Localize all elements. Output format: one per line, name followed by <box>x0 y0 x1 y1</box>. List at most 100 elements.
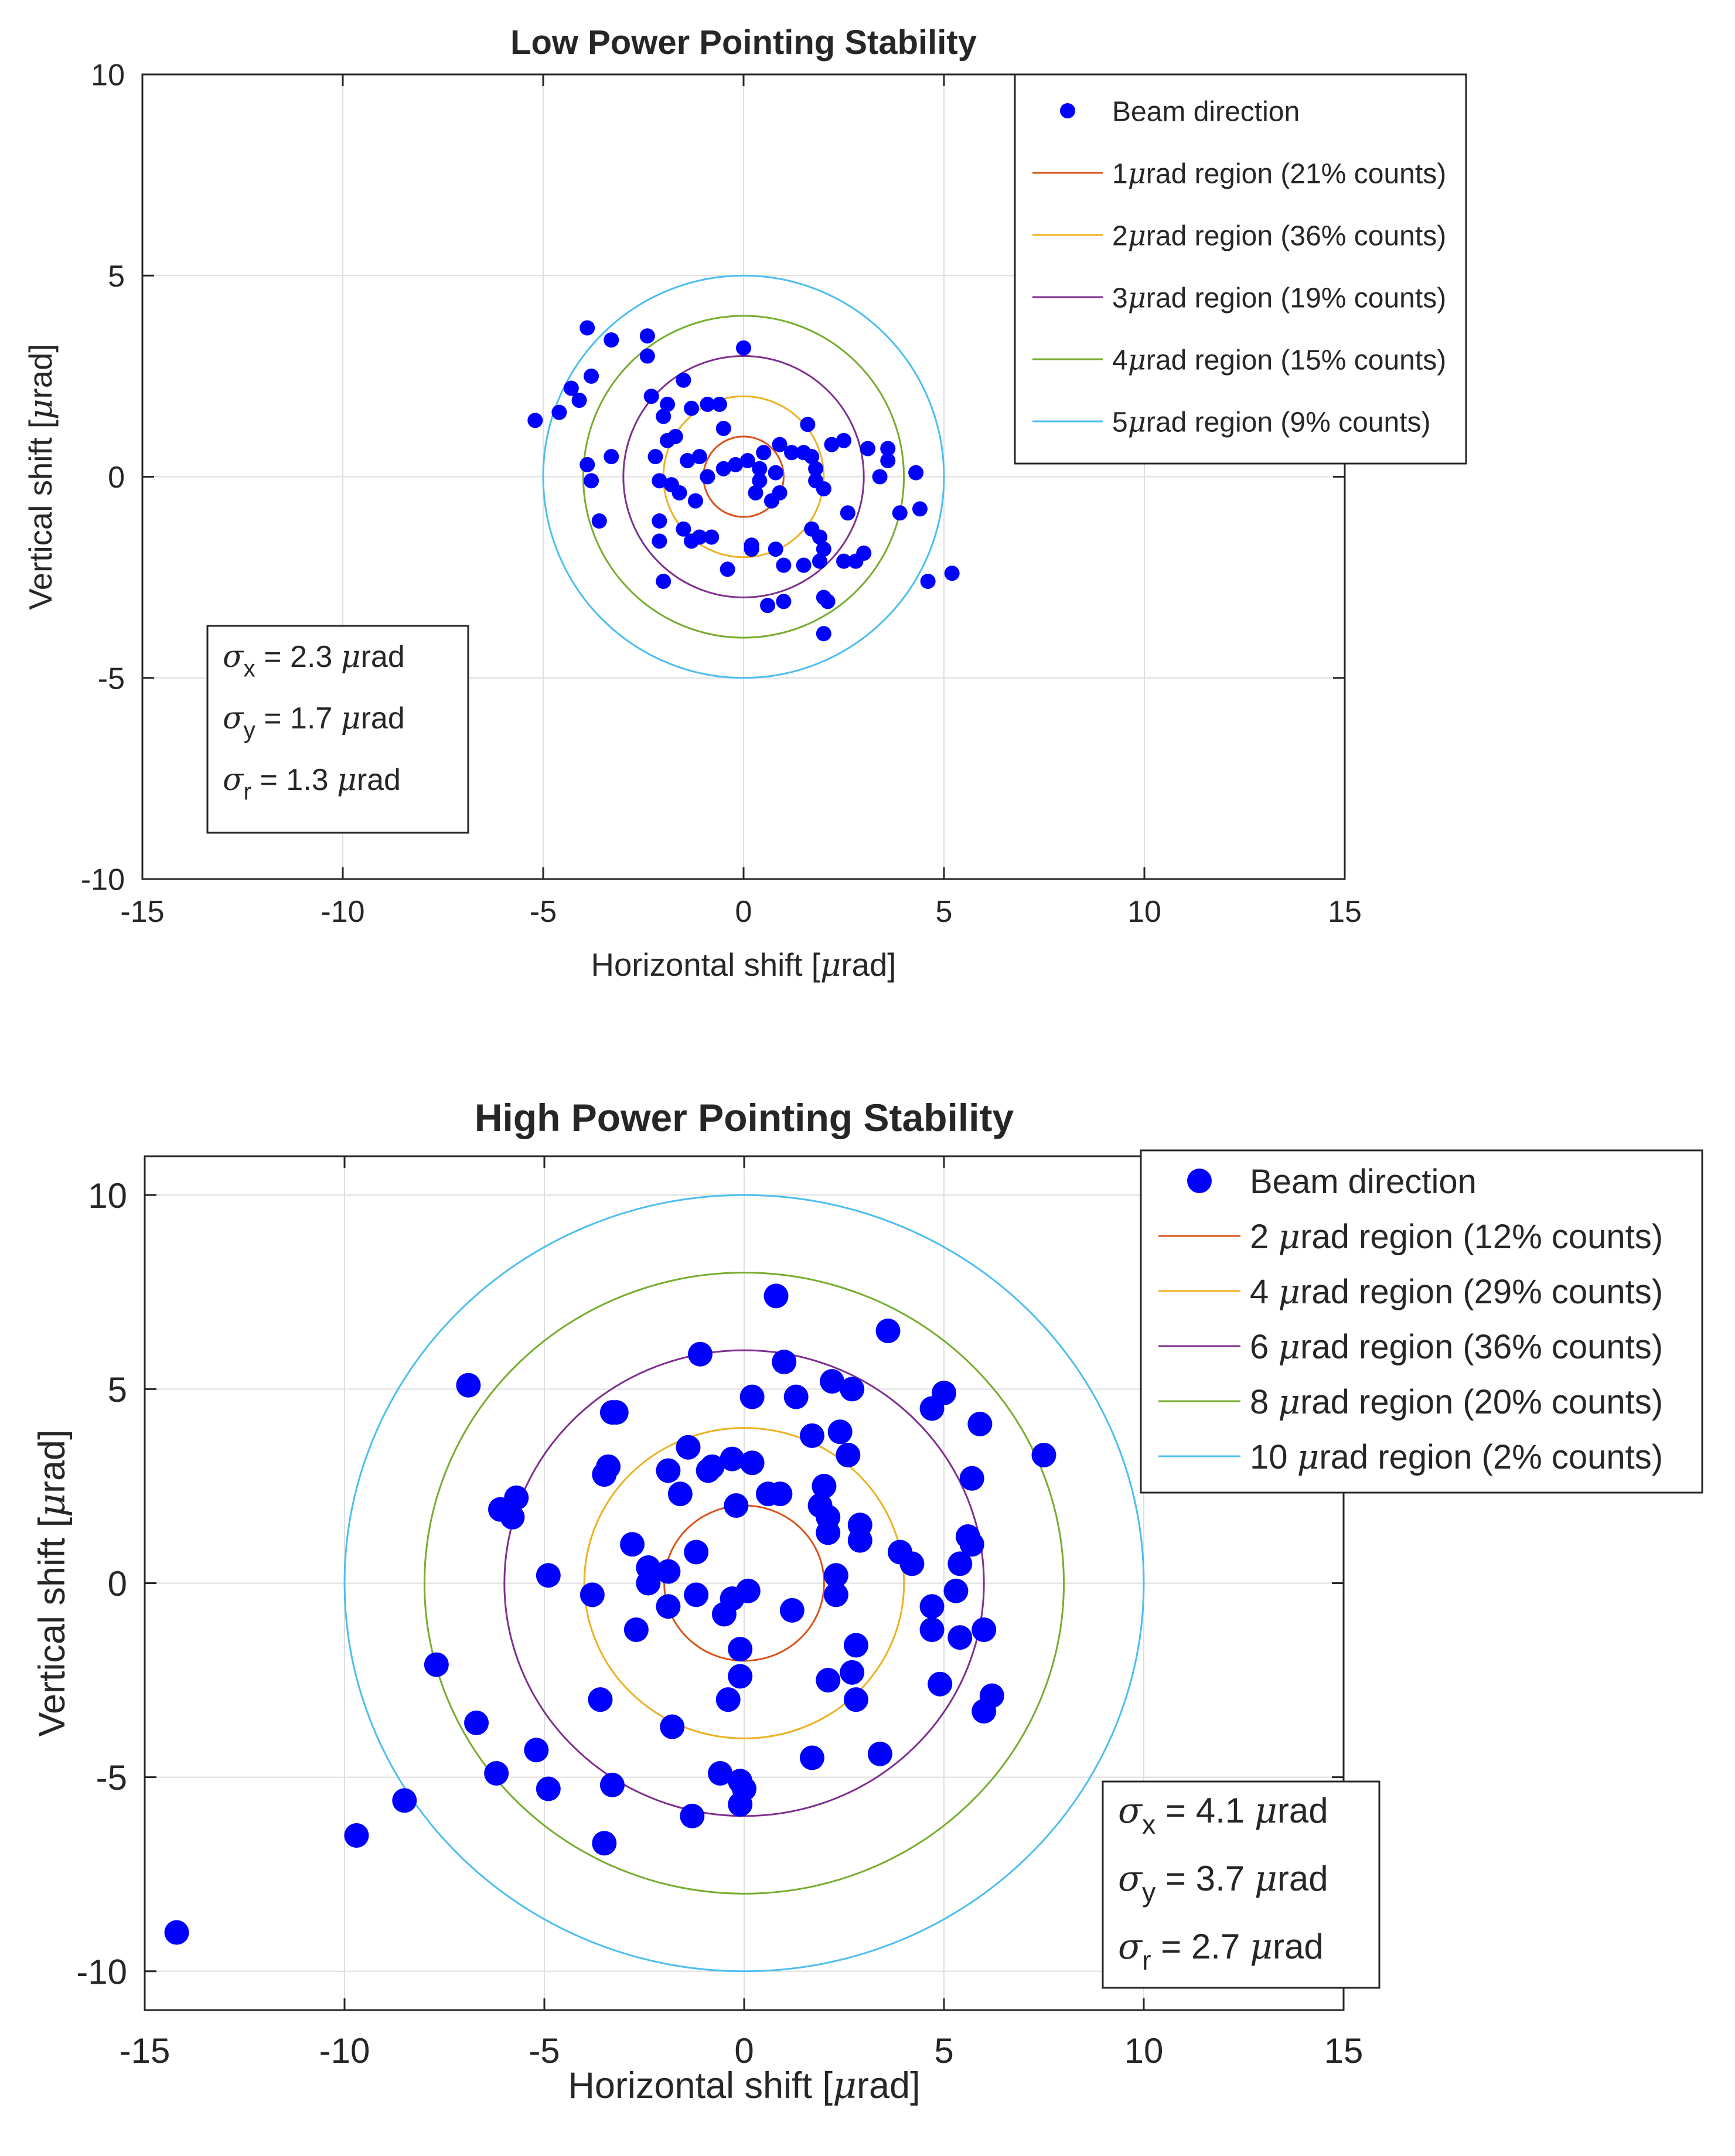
sigma-r-label: σr = 1.3 μrad <box>223 762 401 805</box>
legend-label: 5μrad region (9% counts) <box>1112 406 1430 438</box>
beam-direction-point <box>776 594 792 609</box>
legend-box <box>1140 1149 1703 1494</box>
y-axis-label: Vertical shift [μrad] <box>22 343 59 609</box>
beam-direction-point <box>908 465 924 481</box>
beam-direction-point <box>823 1563 848 1588</box>
beam-direction-point <box>571 393 587 408</box>
beam-direction-point <box>804 521 820 537</box>
legend-label: 3μrad region (19% counts) <box>1112 281 1446 314</box>
beam-direction-point <box>816 626 831 642</box>
beam-direction-point <box>1031 1442 1056 1467</box>
y-tick-label: -10 <box>81 863 125 897</box>
beam-direction-point <box>799 1745 824 1770</box>
beam-direction-point <box>728 1637 753 1662</box>
beam-direction-point <box>536 1563 561 1588</box>
beam-direction-point <box>943 1578 969 1603</box>
beam-direction-point <box>856 545 872 561</box>
beam-direction-point <box>656 573 671 589</box>
beam-direction-point <box>584 473 599 489</box>
beam-direction-point <box>687 1341 713 1367</box>
beam-direction-point <box>580 1582 605 1607</box>
beam-direction-point <box>667 1481 693 1507</box>
beam-direction-point <box>872 469 888 485</box>
beam-direction-point <box>959 1532 984 1557</box>
beam-direction-point <box>551 404 567 420</box>
beam-direction-point <box>680 1803 705 1828</box>
beam-direction-point <box>827 1419 853 1445</box>
beam-direction-point <box>836 553 851 569</box>
beam-direction-point <box>676 372 691 388</box>
legend: Beam direction 1μrad region (21% counts) 2… <box>1014 73 1467 465</box>
beam-direction-point <box>840 505 855 521</box>
beam-direction-point <box>691 449 707 465</box>
beam-direction-point <box>656 408 671 424</box>
legend-label: 10 μrad region (2% counts) <box>1250 1437 1663 1477</box>
beam-direction-point <box>715 421 731 437</box>
beam-direction-point <box>784 445 800 461</box>
beam-direction-point <box>800 417 816 432</box>
beam-direction-point <box>563 380 579 396</box>
beam-direction-point <box>768 465 783 481</box>
y-tick-label: -10 <box>76 1952 127 1991</box>
beam-direction-point <box>164 1920 189 1945</box>
legend-label: 6 μrad region (36% counts) <box>1250 1327 1663 1367</box>
beam-direction-point <box>684 1539 709 1565</box>
beam-direction-point <box>591 513 607 529</box>
beam-direction-point <box>676 1435 701 1460</box>
beam-direction-point <box>928 1671 953 1697</box>
beam-direction-point <box>808 461 824 476</box>
beam-direction-point <box>656 1559 681 1584</box>
beam-direction-point <box>500 1504 525 1530</box>
beam-direction-point <box>660 432 676 448</box>
beam-direction-point <box>424 1652 449 1677</box>
beam-direction-point <box>919 1396 945 1421</box>
beam-direction-point <box>843 1687 868 1712</box>
y-tick-label: -5 <box>98 662 125 696</box>
beam-direction-point <box>804 449 820 465</box>
legend-label: 2 μrad region (12% counts) <box>1250 1217 1663 1256</box>
legend-label: 1μrad region (21% counts) <box>1112 157 1446 190</box>
beam-direction-point <box>344 1823 369 1848</box>
beam-direction-point <box>728 1791 753 1817</box>
chart-title: Low Power Pointing Stability <box>510 23 977 62</box>
beam-direction-point <box>687 493 703 509</box>
beam-direction-point <box>599 1400 625 1425</box>
beam-direction-point <box>919 1594 945 1619</box>
stats-box: σx = 4.1 μrad σy = 3.7 μrad σr = 2.7 μrad <box>1102 1780 1380 1989</box>
y-axis-label: Vertical shift [μrad] <box>30 1429 73 1736</box>
beam-direction-point <box>680 453 696 469</box>
beam-direction-point <box>823 1582 848 1607</box>
chart-title: High Power Pointing Stability <box>475 1096 1014 1139</box>
beam-direction-point <box>704 529 720 545</box>
region-circle-4 <box>583 1427 905 1739</box>
sigma-y-label: σy = 1.7 μrad <box>223 701 405 744</box>
stats-box: σx = 2.3 μrad σy = 1.7 μrad σr = 1.3 μrad <box>206 625 469 834</box>
beam-direction-point <box>772 437 788 452</box>
beam-direction-point <box>816 541 831 557</box>
beam-direction-point <box>724 1493 749 1518</box>
beam-direction-point <box>620 1532 645 1557</box>
beam-direction-point <box>736 340 751 356</box>
beam-direction-point <box>776 557 792 573</box>
beam-direction-point <box>820 594 836 609</box>
x-tick-label: -10 <box>321 895 364 929</box>
beam-direction-point <box>536 1776 561 1801</box>
beam-direction-point <box>752 473 768 489</box>
beam-direction-point <box>580 320 595 336</box>
legend-marker-beam-direction <box>1060 103 1075 118</box>
stats-box-frame <box>1102 1780 1380 1989</box>
x-tick-label: -10 <box>319 2031 370 2070</box>
beam-direction-point <box>796 557 812 573</box>
beam-direction-point <box>836 1442 861 1467</box>
beam-direction-point <box>700 1454 725 1479</box>
beam-direction-point <box>843 1633 868 1658</box>
beam-direction-point <box>592 1462 617 1487</box>
beam-direction-point <box>783 1384 809 1409</box>
beam-direction-point <box>639 348 655 364</box>
beam-direction-point <box>728 457 744 472</box>
beam-direction-point <box>588 1687 613 1712</box>
x-tick-label: 0 <box>735 895 752 929</box>
beam-direction-point <box>623 1617 649 1642</box>
beam-direction-point <box>604 332 619 348</box>
